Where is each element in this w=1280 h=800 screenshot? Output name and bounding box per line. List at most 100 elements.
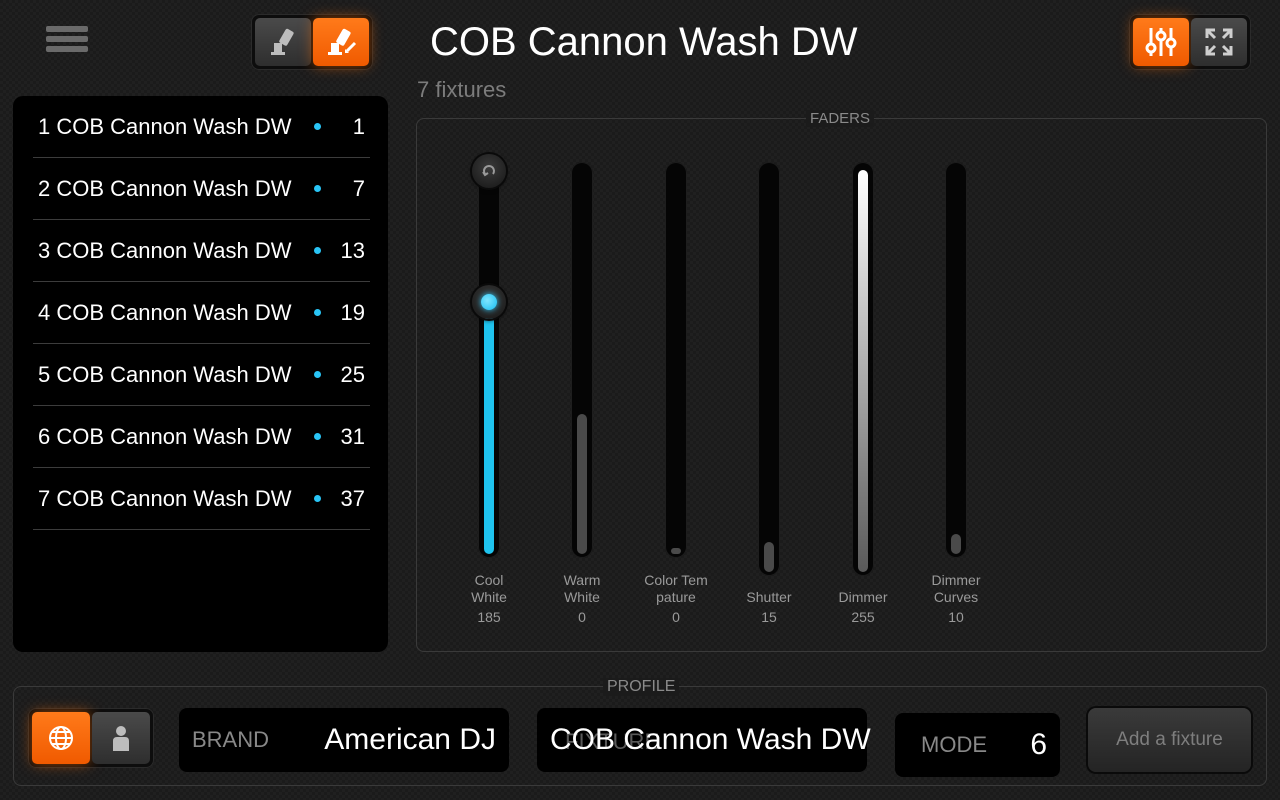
fixture-address: 31 [340, 423, 365, 449]
fader-fill [671, 548, 681, 554]
fader-track-cool-white[interactable] [478, 162, 500, 558]
fader-handle-indicator [481, 294, 497, 310]
reset-icon [482, 165, 495, 177]
menu-button[interactable] [46, 26, 92, 62]
fixture-list: 1 COB Cannon Wash DW 1 2 COB Cannon Wash… [13, 96, 388, 652]
menu-icon-bar [46, 36, 88, 42]
status-dot [314, 371, 321, 378]
fader-value: 10 [948, 609, 964, 625]
fader-label: Dimmer [818, 589, 908, 606]
fader-label-line: Curves [933, 589, 979, 605]
status-dot [314, 123, 321, 130]
fixture-address: 25 [340, 361, 365, 387]
fader-track-warm-white[interactable] [571, 162, 593, 558]
fader-track-dimmer[interactable] [852, 162, 874, 576]
fader-label-line: White [564, 589, 600, 605]
user-library-button[interactable] [92, 712, 150, 764]
fader-label-line: Dimmer [931, 572, 981, 588]
fixture-count: 7 fixtures [417, 77, 507, 102]
profile-title: PROFILE [603, 678, 680, 696]
fader-label-line: pature [656, 589, 696, 605]
fixture-name: 3 COB Cannon Wash DW [38, 237, 292, 263]
spotlight-icon [271, 28, 294, 55]
fixture-address: 13 [340, 237, 365, 263]
view-toggle [1129, 14, 1251, 70]
fader-handle[interactable] [472, 285, 506, 319]
online-library-button[interactable] [32, 712, 90, 764]
fixture-address: 19 [340, 299, 365, 325]
brand-selector[interactable]: BRAND American DJ [179, 708, 509, 772]
globe-icon [49, 726, 73, 750]
profile-source-toggle [28, 708, 154, 768]
fader-fill [764, 542, 774, 572]
fixture-name: 6 COB Cannon Wash DW [38, 423, 292, 449]
brand-value: American DJ [324, 723, 496, 756]
fixture-name: 2 COB Cannon Wash DW [38, 175, 292, 201]
status-dot [314, 247, 321, 254]
reset-button[interactable] [472, 154, 506, 188]
fader-fill [858, 170, 868, 572]
sliders-icon [1145, 28, 1177, 56]
faders-title: FADERS [806, 110, 875, 127]
fixture-address: 37 [340, 485, 365, 511]
fixture-list-item[interactable]: 7 COB Cannon Wash DW 37 [33, 468, 370, 530]
fader-label-line: Color Tem [644, 572, 708, 588]
status-dot [314, 309, 321, 316]
fixture-list-item[interactable]: 5 COB Cannon Wash DW 25 [33, 344, 370, 406]
fader-label: Warm White [537, 572, 627, 606]
menu-icon [46, 26, 88, 32]
fader-value: 255 [851, 609, 875, 625]
fader-value: 15 [761, 609, 777, 625]
status-dot [314, 185, 321, 192]
user-icon [113, 726, 129, 751]
fixture-value: COB Cannon Wash DW [550, 723, 871, 756]
fader-label: Cool White [444, 572, 534, 606]
spotlight-edit-icon [328, 28, 357, 55]
fixture-list-item[interactable]: 3 COB Cannon Wash DW 13 [33, 220, 370, 282]
fixture-name: 4 COB Cannon Wash DW [38, 299, 292, 325]
fader-fill [577, 414, 587, 554]
fader-label-line: Dimmer [838, 589, 888, 605]
fader-label-line: Warm [563, 572, 601, 588]
expand-view-button[interactable] [1191, 18, 1247, 66]
fixture-list-item[interactable]: 4 COB Cannon Wash DW 19 [33, 282, 370, 344]
fixture-name: 7 COB Cannon Wash DW [38, 485, 292, 511]
status-dot [314, 433, 321, 440]
status-dot [314, 495, 321, 502]
fixture-selector[interactable]: FIXTURE COB Cannon Wash DW [537, 708, 871, 772]
fader-fill [951, 534, 961, 554]
mode-label: MODE [921, 732, 987, 757]
fixture-list-item[interactable]: 2 COB Cannon Wash DW 7 [33, 158, 370, 220]
fader-label-line: Shutter [746, 589, 792, 605]
fader-label-line: Cool [474, 572, 504, 588]
fader-fill [484, 316, 494, 554]
fader-track-color-temperature[interactable] [665, 162, 687, 558]
mode-value: 6 [1030, 728, 1047, 761]
edit-mode-toggle [251, 14, 373, 70]
fixture-address: 7 [352, 175, 365, 201]
fixture-address: 1 [352, 113, 365, 139]
fader-track-dimmer-curves[interactable] [945, 162, 967, 558]
fixture-list-item[interactable]: 6 COB Cannon Wash DW 31 [33, 406, 370, 468]
mode-selector[interactable]: MODE 6 [895, 713, 1060, 777]
add-fixture-button[interactable]: Add a fixture [1088, 708, 1251, 772]
fixture-name: 5 COB Cannon Wash DW [38, 361, 292, 387]
fader-label: Color Tem pature [631, 572, 721, 606]
expand-arrows-icon [1205, 28, 1233, 56]
fader-label: Dimmer Curves [911, 572, 1001, 606]
fixture-list-item[interactable]: 1 COB Cannon Wash DW 1 [33, 96, 370, 158]
page-title: COB Cannon Wash DW [430, 20, 858, 64]
fixture-edit-button[interactable] [313, 18, 369, 66]
fixture-mode-button[interactable] [255, 18, 311, 66]
faders-view-button[interactable] [1133, 18, 1189, 66]
menu-icon-bar [46, 46, 88, 52]
fader-track-shutter[interactable] [758, 162, 780, 576]
fader-label-line: White [471, 589, 507, 605]
fader-value: 0 [672, 609, 680, 625]
fixture-label: FIXTURE [565, 729, 660, 754]
fader-label: Shutter [724, 589, 814, 606]
fader-value: 185 [477, 609, 501, 625]
fader-value: 0 [578, 609, 586, 625]
brand-label: BRAND [192, 727, 270, 752]
fixture-name: 1 COB Cannon Wash DW [38, 113, 292, 139]
